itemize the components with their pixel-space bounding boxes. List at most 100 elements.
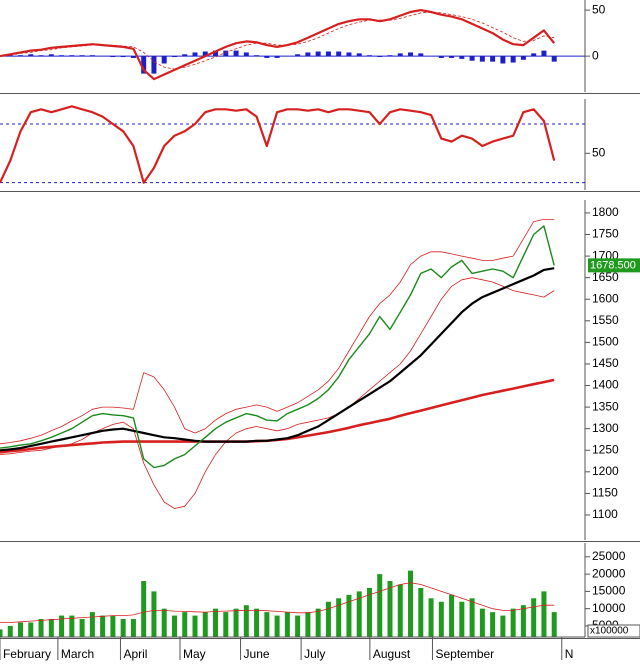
bar (459, 601, 465, 637)
bar (38, 55, 44, 57)
bar (151, 591, 157, 637)
bar (120, 619, 126, 637)
y-tick-label: 0 (592, 48, 599, 62)
y-tick-label: 15000 (592, 584, 626, 598)
bar (192, 52, 198, 57)
y-tick-label: 1650 (592, 270, 619, 284)
bar (315, 51, 321, 57)
bar (151, 56, 157, 74)
bar (336, 51, 342, 57)
y-tick-label: 1250 (592, 442, 619, 456)
bar (59, 615, 65, 637)
bar (171, 56, 177, 58)
bar (408, 52, 414, 57)
series-line (0, 225, 555, 469)
bar (428, 598, 434, 637)
bar (305, 52, 311, 57)
bar (161, 56, 167, 64)
bar (18, 55, 24, 57)
x-tick-label: N (565, 647, 574, 661)
bar (69, 615, 75, 637)
bar (59, 55, 65, 57)
y-tick-label: 50 (592, 2, 606, 16)
unit-box (587, 624, 640, 638)
y-tick-label: 1200 (592, 464, 619, 478)
bar (120, 56, 126, 58)
series-line (0, 267, 555, 452)
x-tick-label: May (183, 647, 206, 661)
bar (141, 581, 147, 637)
bar (48, 54, 54, 57)
bar (141, 56, 147, 74)
bar (490, 56, 496, 62)
x-tick-label: March (61, 647, 94, 661)
y-tick-label: 50 (592, 145, 606, 159)
bar (171, 615, 177, 637)
y-tick-label: 25000 (592, 549, 626, 563)
bar (223, 50, 229, 57)
bar (356, 53, 362, 57)
unit-label: x100000 (590, 626, 629, 637)
bar (202, 51, 208, 57)
x-tick-label: July (304, 647, 325, 661)
series-line (0, 277, 555, 509)
y-tick-label: 1550 (592, 313, 619, 327)
bar (243, 605, 249, 637)
bar (305, 612, 311, 637)
bar (418, 587, 424, 637)
bar (408, 570, 414, 637)
bar (7, 55, 13, 57)
x-tick-label: August (373, 647, 411, 661)
bar (490, 612, 496, 637)
bar (377, 574, 383, 637)
bar (315, 608, 321, 637)
bar (387, 581, 393, 637)
bar (223, 612, 229, 637)
bar (510, 608, 516, 637)
bar (243, 52, 249, 57)
bar (192, 615, 198, 637)
y-tick-label: 1150 (592, 486, 618, 500)
bar (110, 56, 116, 58)
bar (295, 54, 301, 57)
series-line (0, 105, 556, 184)
bar (325, 601, 331, 637)
bar (336, 598, 342, 637)
bar (469, 598, 475, 637)
y-tick-label: 1400 (592, 378, 619, 392)
bar (213, 608, 219, 637)
bar (551, 612, 557, 637)
bar (161, 608, 167, 637)
y-tick-label: 1450 (592, 356, 619, 370)
bar (418, 53, 424, 57)
bar (479, 56, 485, 62)
bar (254, 608, 260, 637)
bar (182, 612, 188, 637)
y-tick-label: 1100 (592, 507, 618, 521)
bar (551, 56, 557, 62)
bar (79, 55, 85, 57)
bar (366, 587, 372, 637)
bar (264, 56, 270, 58)
x-tick-label: June (244, 647, 270, 661)
bar (346, 52, 352, 57)
bar (520, 605, 526, 637)
bar (28, 622, 34, 637)
price-tag (588, 258, 640, 273)
bar (541, 591, 547, 637)
bar (500, 615, 506, 637)
bar (387, 55, 393, 57)
bar (520, 56, 526, 60)
y-tick-label: 1800 (592, 205, 619, 219)
bar (500, 56, 506, 64)
bar (28, 54, 34, 57)
bar (233, 608, 239, 637)
bar (397, 584, 403, 637)
bar (233, 50, 239, 57)
bar (18, 622, 24, 637)
bar (89, 612, 95, 637)
bar (438, 601, 444, 637)
bar (202, 612, 208, 637)
bar (449, 594, 455, 637)
